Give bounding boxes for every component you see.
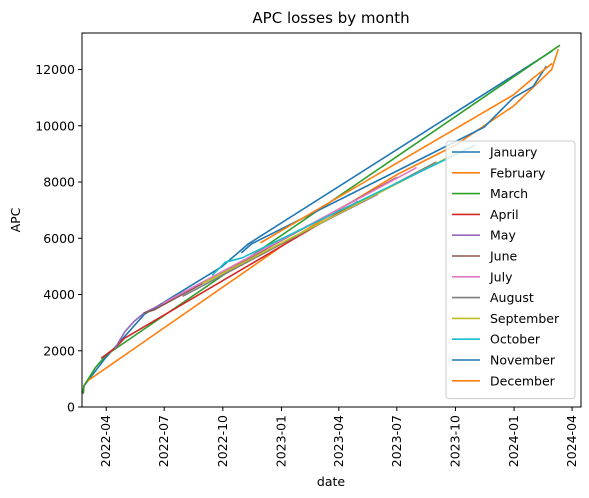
y-tick-label: 8000 [43,175,75,190]
y-axis-title: APC [8,207,23,232]
x-tick-label: 2022-04 [98,415,113,467]
y-tick-label: 2000 [43,343,75,358]
y-tick-label: 12000 [35,62,75,77]
x-axis-ticks: 2022-04 2022-07 2022-10 2023-01 2023-04 2023-… [98,407,579,467]
legend-label-september: September [490,311,560,326]
legend-label-march: March [490,186,528,201]
x-tick-label: 2024-04 [564,415,579,467]
series-line-december [259,62,553,244]
chart-title: APC losses by month [252,9,409,27]
x-tick-label: 2023-01 [273,415,288,467]
series-line-october [211,144,476,276]
x-tick-label: 2022-10 [215,415,230,467]
legend-label-december: December [490,373,556,388]
series-line-april [100,200,359,359]
legend-label-february: February [490,165,546,180]
y-tick-label: 6000 [43,231,75,246]
legend-label-june: June [489,249,518,264]
legend-label-july: July [489,269,513,284]
y-axis-ticks: 0 2000 4000 6000 8000 10000 12000 [35,62,82,415]
x-tick-label: 2023-07 [389,415,404,467]
plot-area-frame [81,32,582,408]
y-tick-label: 10000 [35,118,75,133]
series-line-march [82,44,561,394]
legend-label-november: November [490,353,556,368]
legend: January February March April May June July Augu… [445,140,576,400]
legend-box [445,140,576,400]
y-tick-label: 0 [67,400,75,415]
series-line-november [240,65,548,254]
legend-label-august: August [490,290,534,305]
x-axis-title: date [317,474,345,489]
x-tick-label: 2024-01 [506,415,521,467]
x-tick-label: 2023-10 [447,415,462,467]
legend-label-october: October [490,332,541,347]
y-tick-label: 4000 [43,287,75,302]
legend-label-april: April [490,207,519,222]
legend-label-january: January [489,145,538,160]
x-tick-label: 2022-07 [156,415,171,467]
series-layer [82,44,561,394]
x-tick-label: 2023-04 [331,415,346,467]
legend-label-may: May [490,228,516,243]
